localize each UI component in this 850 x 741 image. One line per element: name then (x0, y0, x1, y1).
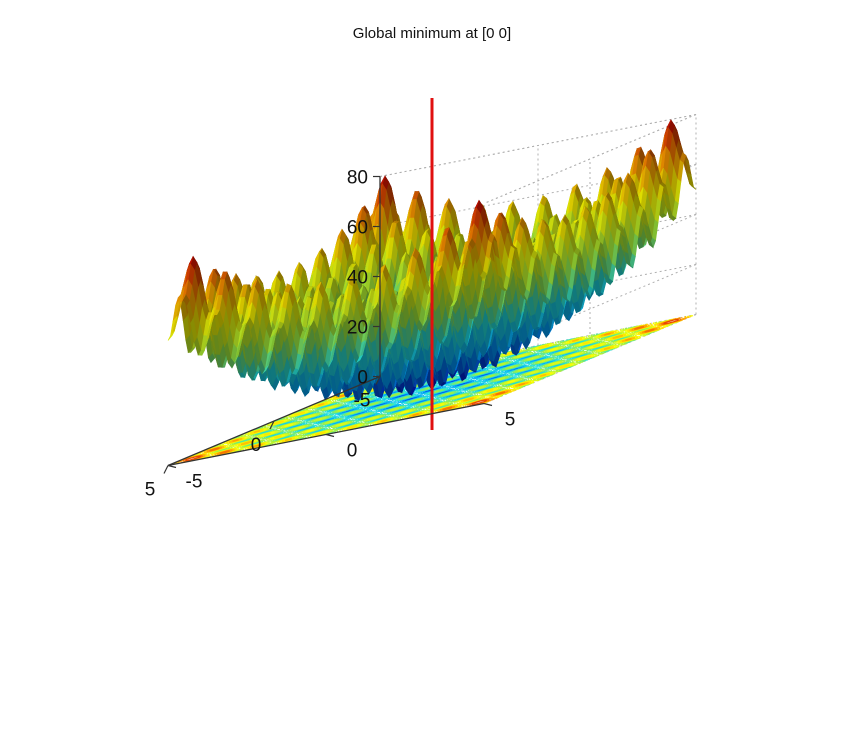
box-edge (379, 114, 697, 177)
surface-mesh (167, 119, 697, 402)
chart-title: Global minimum at [0 0] (353, 25, 511, 42)
box-edge (483, 114, 697, 204)
